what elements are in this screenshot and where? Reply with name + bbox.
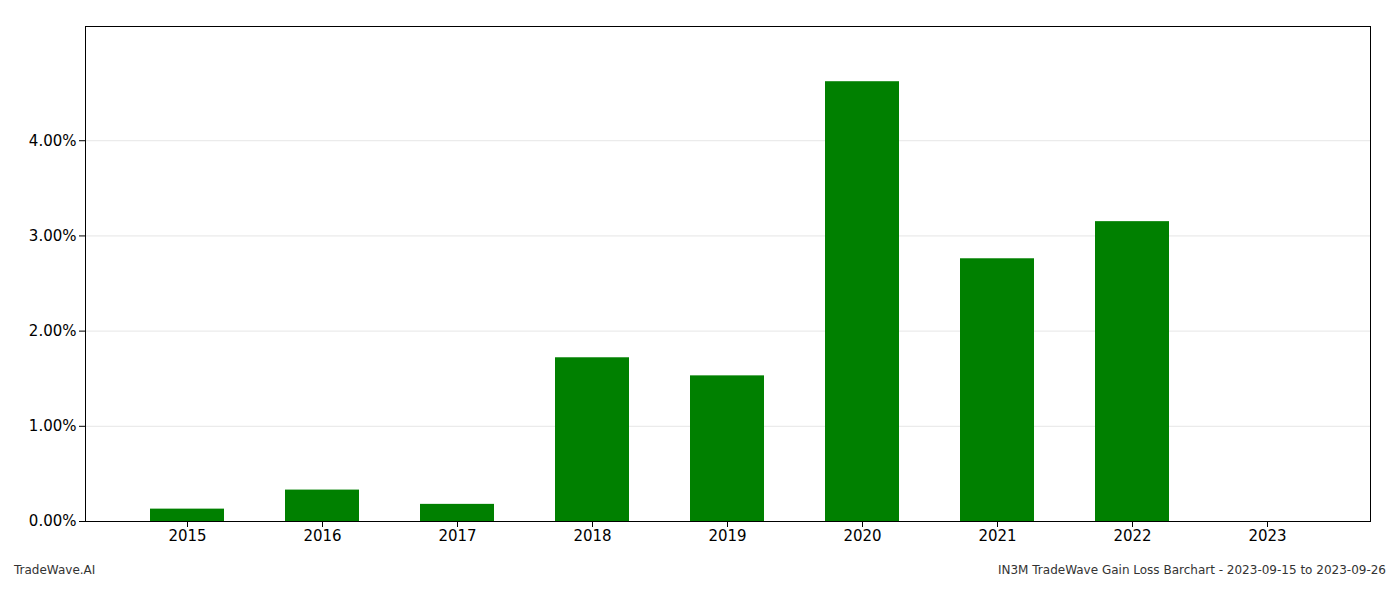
svg-text:2015: 2015: [168, 527, 206, 545]
svg-text:2017: 2017: [438, 527, 476, 545]
svg-text:2021: 2021: [978, 527, 1016, 545]
html-text:IN3M TradeWave Gain Loss Barch: IN3M TradeWave Gain Loss Barchart - 2023…: [998, 563, 1386, 577]
svg-text:2.00%: 2.00%: [29, 322, 77, 340]
svg-text:2022: 2022: [1113, 527, 1151, 545]
svg-text:2018: 2018: [573, 527, 611, 545]
svg-text:2020: 2020: [843, 527, 881, 545]
svg-text:2019: 2019: [708, 527, 746, 545]
svg-text:0.00%: 0.00%: [29, 512, 77, 530]
html-text:TradeWave.AI: TradeWave.AI: [14, 563, 96, 577]
svg-text:2016: 2016: [303, 527, 341, 545]
svg-text:4.00%: 4.00%: [29, 132, 77, 150]
svg-text:2023: 2023: [1248, 527, 1286, 545]
svg-text:3.00%: 3.00%: [29, 227, 77, 245]
svg-text:1.00%: 1.00%: [29, 417, 77, 435]
